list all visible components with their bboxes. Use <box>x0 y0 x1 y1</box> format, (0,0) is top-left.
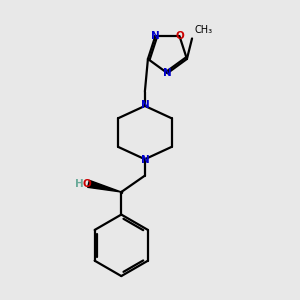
Text: N: N <box>151 31 160 41</box>
Text: O: O <box>175 31 184 41</box>
Text: O: O <box>82 179 91 189</box>
Text: N: N <box>140 155 149 165</box>
Text: N: N <box>140 100 149 110</box>
Polygon shape <box>88 180 121 192</box>
Text: H: H <box>75 179 84 189</box>
Text: CH₃: CH₃ <box>194 26 212 35</box>
Text: N: N <box>163 68 172 78</box>
